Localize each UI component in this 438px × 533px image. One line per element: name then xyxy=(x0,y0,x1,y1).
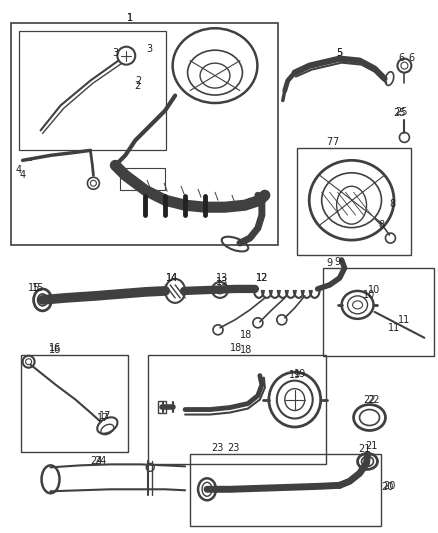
Text: 1: 1 xyxy=(127,13,133,23)
Text: 25: 25 xyxy=(393,109,406,118)
Text: 19: 19 xyxy=(289,370,301,379)
Text: 24: 24 xyxy=(90,456,102,466)
Text: 6: 6 xyxy=(408,53,414,63)
Text: 9: 9 xyxy=(335,257,341,267)
Text: 12: 12 xyxy=(256,273,268,283)
Bar xyxy=(190,455,381,526)
Text: 13: 13 xyxy=(216,277,228,287)
Text: 18: 18 xyxy=(240,330,252,340)
Text: 21: 21 xyxy=(365,441,378,451)
Text: 21: 21 xyxy=(358,445,371,455)
Text: 1: 1 xyxy=(127,13,133,23)
Text: 10: 10 xyxy=(368,285,381,295)
Text: 3: 3 xyxy=(112,47,118,58)
Text: 16: 16 xyxy=(49,343,62,353)
Bar xyxy=(297,148,411,255)
Bar xyxy=(21,355,128,453)
Text: 17: 17 xyxy=(97,413,110,423)
Text: 8: 8 xyxy=(389,199,396,209)
Text: 11: 11 xyxy=(389,323,401,333)
Text: 2: 2 xyxy=(135,76,141,86)
Bar xyxy=(158,401,166,413)
Text: 14: 14 xyxy=(166,273,178,283)
Bar xyxy=(323,268,434,356)
Text: 7: 7 xyxy=(332,138,339,148)
Text: 15: 15 xyxy=(28,283,41,293)
Text: 20: 20 xyxy=(383,481,396,491)
Text: 18: 18 xyxy=(240,345,252,355)
Text: 8: 8 xyxy=(378,220,385,230)
Text: 13: 13 xyxy=(216,273,228,283)
Text: 5: 5 xyxy=(336,47,343,58)
Text: 11: 11 xyxy=(398,315,410,325)
Text: 18: 18 xyxy=(230,343,242,353)
Text: 19: 19 xyxy=(293,369,306,378)
Text: 23: 23 xyxy=(211,443,223,454)
Bar xyxy=(120,168,165,190)
Text: 25: 25 xyxy=(395,108,408,117)
Text: 17: 17 xyxy=(99,410,112,421)
Text: 7: 7 xyxy=(326,138,333,148)
Bar xyxy=(148,355,326,464)
Text: 24: 24 xyxy=(94,456,106,466)
Text: 4: 4 xyxy=(20,170,26,180)
Text: 5: 5 xyxy=(336,47,343,58)
Text: 12: 12 xyxy=(256,273,268,283)
Text: 3: 3 xyxy=(146,44,152,54)
Text: 4: 4 xyxy=(16,165,22,175)
Text: 6: 6 xyxy=(398,53,404,63)
Text: 15: 15 xyxy=(32,283,45,293)
Text: 22: 22 xyxy=(367,394,380,405)
Text: 23: 23 xyxy=(227,443,239,454)
Bar xyxy=(11,23,278,245)
Text: 20: 20 xyxy=(381,482,394,492)
Text: 2: 2 xyxy=(134,80,141,91)
Text: 22: 22 xyxy=(363,394,376,405)
Text: 10: 10 xyxy=(364,290,376,300)
Text: 16: 16 xyxy=(49,345,62,355)
Text: 9: 9 xyxy=(327,258,333,268)
Bar xyxy=(19,31,166,150)
Text: 14: 14 xyxy=(166,273,178,283)
